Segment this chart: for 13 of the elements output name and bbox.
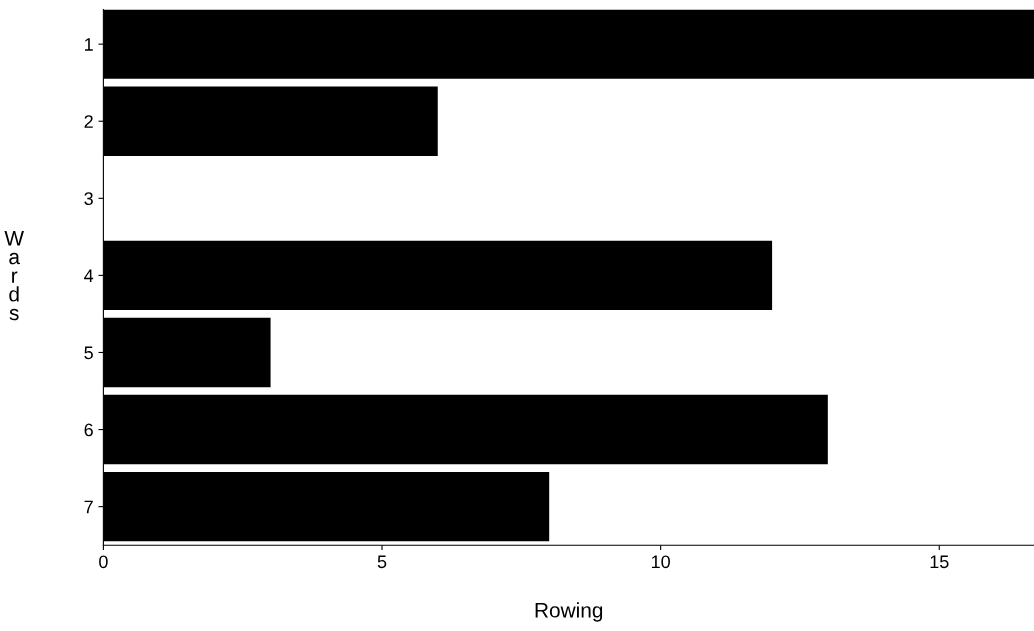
x-tick-label: 0 xyxy=(99,555,108,569)
x-tick-label: 10 xyxy=(651,555,670,569)
y-tick-label: 3 xyxy=(84,192,93,206)
y-tick-label: 1 xyxy=(85,38,93,51)
x-tick-label: 5 xyxy=(377,555,387,569)
x-axis-title: Rowing xyxy=(535,602,603,622)
y-tick-label: 5 xyxy=(84,346,93,360)
x-tick-label: 15 xyxy=(930,555,949,569)
y-tick-label: 4 xyxy=(84,269,94,282)
y-tick-label: 7 xyxy=(84,500,93,514)
y-axis-title: Wards xyxy=(4,231,24,321)
y-tick-label: 2 xyxy=(84,115,93,128)
y-tick-label: 6 xyxy=(84,423,93,437)
